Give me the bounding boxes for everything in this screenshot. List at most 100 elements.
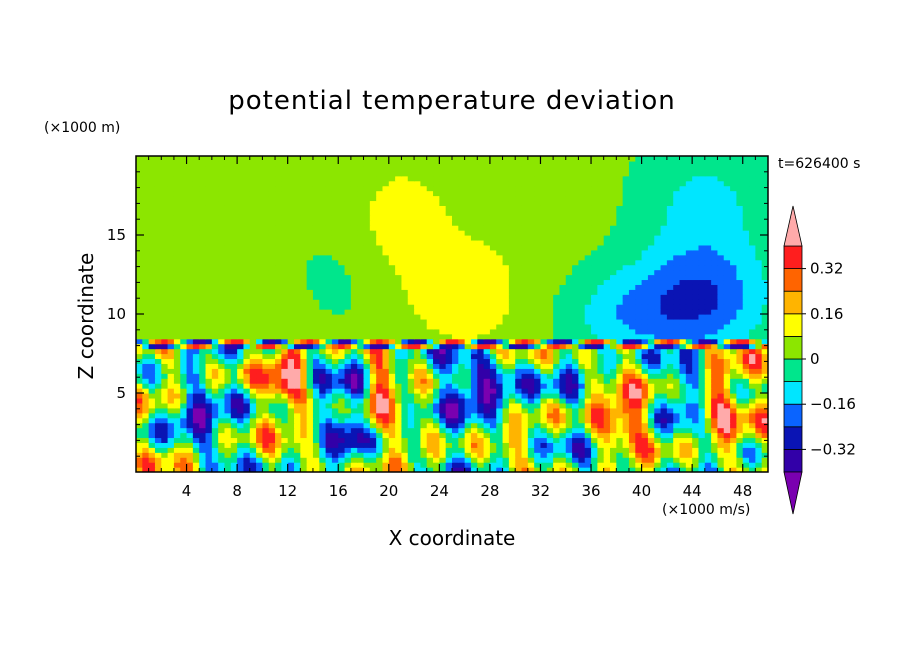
- field-cell: [319, 407, 327, 414]
- field-cell: [698, 437, 706, 443]
- field-cell: [331, 264, 339, 271]
- field-cell: [723, 397, 731, 404]
- field-cell: [515, 417, 523, 424]
- field-cell: [376, 442, 384, 448]
- field-cell: [180, 304, 188, 310]
- field-cell: [306, 363, 314, 369]
- field-cell: [711, 447, 719, 453]
- field-cell: [148, 294, 156, 300]
- field-cell: [426, 397, 434, 404]
- field-cell: [319, 358, 327, 364]
- field-cell: [256, 407, 263, 414]
- field-cell: [287, 289, 295, 295]
- field-cell: [344, 383, 352, 389]
- field-cell: [622, 373, 630, 379]
- field-cell: [628, 442, 636, 448]
- field-cell: [679, 299, 687, 305]
- field-cell: [711, 338, 719, 345]
- field-cell: [167, 235, 175, 241]
- field-cell: [237, 388, 245, 394]
- field-cell: [230, 378, 238, 384]
- field-cell: [211, 417, 219, 424]
- field-cell: [452, 333, 459, 340]
- field-cell: [508, 452, 516, 458]
- field-cell: [439, 235, 447, 241]
- field-cell: [230, 457, 238, 463]
- field-cell: [173, 249, 181, 256]
- field-cell: [136, 373, 143, 379]
- field-cell: [205, 452, 213, 458]
- field-cell: [452, 417, 459, 424]
- field-cell: [534, 457, 542, 463]
- field-cell: [572, 447, 579, 453]
- field-cell: [559, 284, 567, 290]
- field-cell: [496, 294, 504, 300]
- field-cell: [603, 417, 611, 424]
- field-cell: [306, 244, 314, 251]
- field-cell: [717, 338, 725, 345]
- field-cell: [420, 373, 428, 379]
- field-cell: [325, 388, 333, 394]
- field-cell: [527, 299, 535, 305]
- field-cell: [249, 452, 257, 458]
- field-cell: [647, 284, 655, 290]
- field-cell: [508, 239, 516, 246]
- field-cell: [256, 269, 263, 276]
- field-cell: [173, 407, 181, 414]
- field-cell: [591, 259, 598, 266]
- field-cell: [331, 437, 339, 443]
- field-cell: [407, 235, 415, 241]
- field-cell: [382, 328, 390, 335]
- field-cell: [218, 373, 226, 379]
- field-cell: [211, 235, 219, 241]
- field-cell: [180, 348, 188, 355]
- field-cell: [521, 289, 529, 295]
- field-cell: [749, 333, 756, 340]
- field-cell: [610, 264, 617, 271]
- field-cell: [458, 338, 466, 345]
- field-cell: [344, 328, 352, 335]
- field-cell: [230, 383, 238, 389]
- field-cell: [325, 318, 333, 325]
- field-cell: [319, 289, 327, 295]
- field-cell: [660, 348, 668, 355]
- field-cell: [350, 343, 358, 350]
- field-cell: [749, 284, 756, 290]
- field-cell: [761, 304, 768, 310]
- field-cell: [382, 279, 390, 285]
- field-cell: [603, 318, 611, 325]
- field-cell: [319, 314, 327, 320]
- field-cell: [344, 467, 352, 472]
- field-cell: [173, 323, 181, 330]
- field-cell: [300, 397, 308, 404]
- field-cell: [761, 338, 768, 345]
- field-cell: [180, 235, 188, 241]
- field-cell: [218, 338, 226, 345]
- field-cell: [464, 338, 472, 345]
- field-cell: [483, 318, 491, 325]
- field-cell: [218, 244, 226, 251]
- field-cell: [382, 249, 390, 256]
- field-cell: [584, 373, 592, 379]
- field-cell: [230, 447, 238, 453]
- field-cell: [148, 368, 156, 374]
- field-cell: [376, 269, 384, 276]
- field-cell: [546, 378, 554, 384]
- field-cell: [211, 259, 219, 266]
- field-cell: [622, 314, 630, 320]
- field-cell: [275, 348, 282, 355]
- field-cell: [692, 452, 700, 458]
- field-cell: [704, 383, 712, 389]
- field-cell: [464, 407, 472, 414]
- field-cell: [477, 318, 485, 325]
- field-cell: [300, 402, 308, 409]
- field-cell: [597, 432, 605, 439]
- field-cell: [294, 467, 301, 472]
- field-cell: [660, 338, 668, 345]
- field-cell: [445, 437, 453, 443]
- field-cell: [426, 328, 434, 335]
- field-cell: [401, 407, 409, 414]
- field-cell: [319, 427, 327, 434]
- field-cell: [470, 299, 478, 305]
- field-cell: [275, 289, 282, 295]
